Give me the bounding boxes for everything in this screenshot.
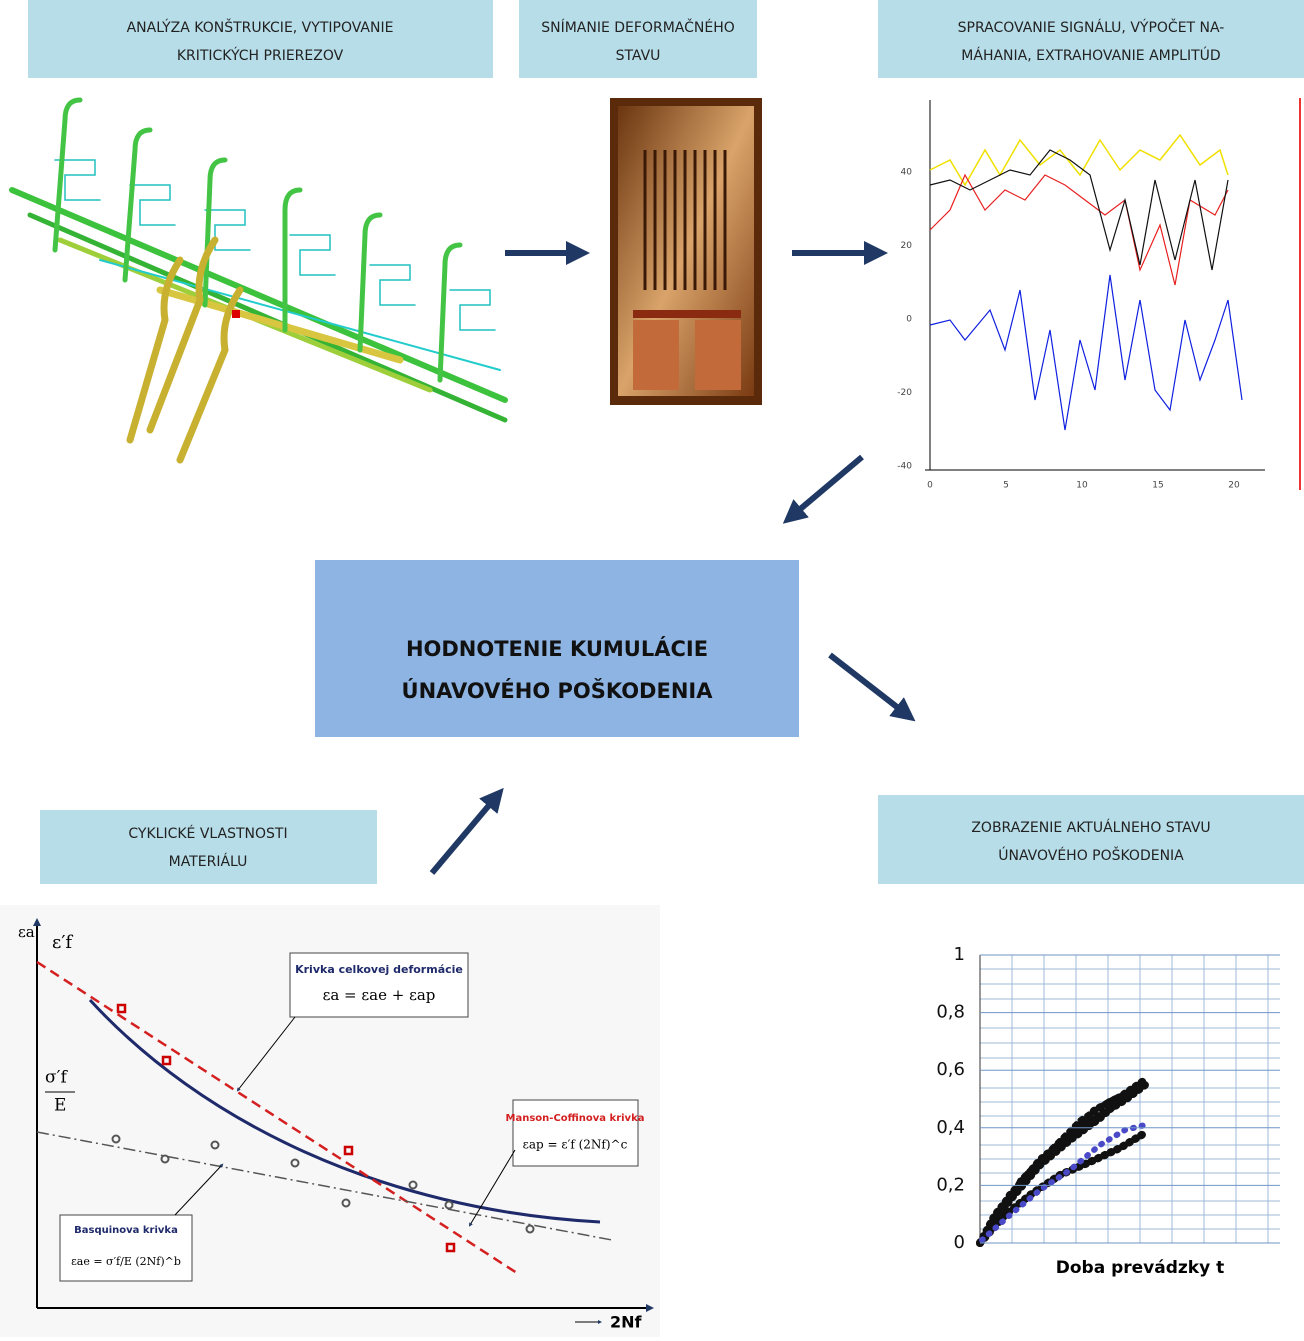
step-box: ZOBRAZENIE AKTUÁLNEHO STAVU ÚNAVOVÉHO PO… [878,795,1304,884]
y-tick-label: 0,8 [936,1002,965,1023]
center-text: ÚNAVOVÉHO POŠKODENIA [402,678,714,703]
x-tick-label: 10 [1076,481,1088,491]
y-tick-label: 20 [901,241,913,251]
page: ANALÝZA KONŠTRUKCIE, VYTIPOVANIE KRITICK… [0,0,1304,1337]
y-tick-label: -20 [897,388,912,398]
annotation: σ′f [45,1068,68,1088]
step-text: MÁHANIA, EXTRAHOVANIE AMPLITÚD [961,46,1220,64]
annotation: ε′f [52,932,73,953]
step-box: SNÍMANIE DEFORMAČNÉHO STAVU [519,0,757,78]
annotation: Krivka celkovej deformácie [295,963,463,976]
annotation: εa = εae + εap [323,986,436,1004]
structure-illustration [12,100,505,460]
y-tick-label: 0,6 [936,1059,965,1080]
annotation: Manson-Coffinova krivka [506,1113,645,1124]
center-text: HODNOTENIE KUMULÁCIE [406,636,708,661]
y-tick-label: 0,4 [936,1117,965,1138]
step-box: CYKLICKÉ VLASTNOSTI MATERIÁLU [40,810,377,884]
y-tick-label: 0,2 [936,1174,965,1195]
annotation: εae = σ′f/E (2Nf)^b [71,1255,181,1268]
x-tick-label: 15 [1152,481,1163,491]
step-text: CYKLICKÉ VLASTNOSTI [128,825,287,842]
axis-label: Doba prevádzky t [1056,1258,1224,1278]
annotation: εap = ε′f (2Nf)^c [523,1138,628,1152]
signal-plot [925,98,1300,490]
step-text: MATERIÁLU [169,853,248,870]
x-tick-label: 20 [1228,481,1240,491]
step-text: ANALÝZA KONŠTRUKCIE, VYTIPOVANIE [127,18,394,36]
step-text: SNÍMANIE DEFORMAČNÉHO [541,18,735,36]
y-tick-label: 1 [954,944,965,965]
annotation: Basquinova krivka [74,1225,178,1236]
step-text: ÚNAVOVÉHO POŠKODENIA [998,846,1184,864]
center-box: HODNOTENIE KUMULÁCIE ÚNAVOVÉHO POŠKODENI… [315,560,799,737]
step-box: ANALÝZA KONŠTRUKCIE, VYTIPOVANIE KRITICK… [28,0,493,78]
axis-label: εa [18,923,35,941]
y-tick-label: 40 [901,168,913,178]
step-text: STAVU [616,48,661,64]
x-tick-label: 5 [1003,481,1009,491]
damage-plot: Doba prevádzky t [980,955,1280,1278]
step-text: ZOBRAZENIE AKTUÁLNEHO STAVU [971,819,1210,836]
axis-label: 2Nf [610,1313,643,1332]
step-box: SPRACOVANIE SIGNÁLU, VÝPOČET NA- MÁHANIA… [878,0,1304,78]
y-tick-label: -40 [897,462,912,472]
step-text: SPRACOVANIE SIGNÁLU, VÝPOČET NA- [958,18,1225,36]
annotation: E [54,1096,66,1116]
y-tick-label: 0 [906,315,912,325]
y-tick-label: 0 [954,1232,965,1253]
x-tick-label: 0 [927,481,933,491]
step-text: KRITICKÝCH PRIEREZOV [177,47,344,64]
strain-life-plot: εa ε′f σ′f E Krivka celkovej deformácie … [0,905,660,1337]
strain-gauge-illustration [610,98,762,405]
